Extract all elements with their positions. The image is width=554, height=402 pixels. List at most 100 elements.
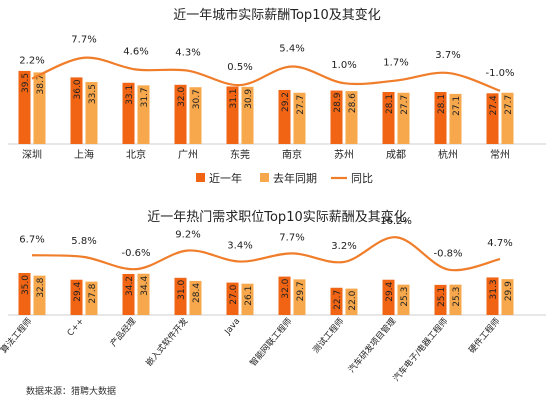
chart2-value-label-previous: 25.3	[400, 287, 410, 307]
chart1-bar-current	[18, 70, 31, 144]
chart1-value-label-current: 39.5	[21, 73, 31, 93]
chart2-category-label: Java	[222, 317, 242, 338]
chart1-category-label: 杭州	[438, 148, 458, 161]
legend-previous-label: 去年同期	[273, 171, 317, 185]
chart2-yoy-label: 6.7%	[19, 234, 44, 245]
chart1-bar-previous	[293, 92, 306, 144]
chart2-bar-previous	[137, 273, 150, 315]
chart2-bar-current	[330, 287, 343, 315]
chart2-title: 近一年热门需求职位Top10实际薪酬及其变化	[147, 209, 406, 225]
chart1-bar-current	[486, 93, 499, 144]
chart2-value-label-previous: 25.3	[452, 287, 462, 307]
chart2-value-label-previous: 29.7	[296, 281, 306, 301]
chart1-yoy-label: 4.3%	[175, 48, 200, 59]
chart2-category-label: 嵌入式软件开发	[144, 315, 191, 368]
chart1-value-label-current: 32.0	[177, 87, 187, 107]
chart2-value-label-current: 25.1	[437, 287, 447, 307]
chart1-yoy-label: 7.7%	[71, 35, 96, 46]
chart1-bar-previous	[137, 85, 150, 144]
chart2-value-label-current: 27.0	[229, 284, 239, 304]
chart2-value-label-current: 22.7	[333, 290, 343, 310]
chart2-value-label-current: 29.4	[73, 281, 83, 301]
chart1-category-label: 上海	[74, 148, 94, 161]
chart2-category-label: 算法工程师	[0, 315, 35, 355]
chart2-category-label: 智能网联工程师	[248, 315, 295, 368]
chart2-category-label: 汽车电子/电器工程师	[391, 315, 451, 383]
chart2-bar-current	[434, 284, 447, 315]
chart2-value-label-current: 31.0	[177, 280, 187, 300]
legend-current-swatch	[196, 173, 205, 182]
chart2-bar-previous	[85, 281, 98, 315]
chart2-bar-current	[122, 273, 135, 315]
chart1-yoy-label: 0.5%	[227, 62, 252, 73]
chart1-bar-previous	[501, 92, 514, 144]
chart2-bar-current	[382, 279, 395, 315]
chart1-yoy-label: 4.6%	[123, 47, 148, 58]
chart1-value-label-current: 28.9	[333, 92, 343, 112]
chart1-category-label: 常州	[490, 148, 510, 161]
chart2-yoy-label: 3.2%	[331, 241, 356, 252]
chart1-bar-previous	[449, 93, 462, 144]
chart1-bar-current	[434, 92, 447, 144]
chart2-value-label-current: 31.3	[489, 279, 499, 299]
chart1-bar-current	[226, 86, 239, 144]
chart1-bar-previous	[85, 82, 98, 144]
chart1-value-label-previous: 38.7	[36, 74, 46, 94]
chart1-value-label-previous: 27.1	[452, 96, 462, 116]
chart2-yoy-label: -0.6%	[121, 248, 150, 259]
chart1-bar-previous	[241, 86, 254, 144]
chart2-bar-previous	[293, 279, 306, 315]
chart1-value-label-previous: 27.7	[296, 95, 306, 115]
chart1-yoy-label: 3.7%	[435, 50, 460, 61]
chart1-value-label-previous: 27.7	[400, 95, 410, 115]
chart2-yoy-label: 3.4%	[227, 241, 252, 252]
chart2-value-label-current: 35.0	[21, 275, 31, 295]
chart1-value-label-previous: 27.7	[504, 95, 514, 115]
chart2-category-label: C++	[66, 317, 87, 339]
chart1-yoy-label: 5.4%	[279, 43, 304, 54]
chart1-value-label-previous: 30.9	[244, 89, 254, 109]
chart2-bar-previous	[33, 275, 46, 315]
chart2-value-label-current: 29.4	[385, 281, 395, 301]
chart2-yoy-label: 5.8%	[71, 236, 96, 247]
chart1-value-label-previous: 28.6	[348, 93, 358, 113]
chart2-yoy-label: -0.8%	[433, 249, 462, 260]
chart1-category-label: 东莞	[230, 148, 250, 161]
chart1-value-label-current: 36.0	[73, 79, 83, 99]
chart1-category-label: 南京	[282, 148, 302, 161]
chart1-title: 近一年城市实际薪酬Top10及其变化	[173, 7, 380, 23]
chart2-bar-current	[70, 279, 83, 315]
chart2-yoy-label: 7.7%	[279, 232, 304, 243]
chart1-value-label-current: 31.1	[229, 88, 239, 108]
chart1-value-label-current: 27.4	[489, 95, 499, 115]
legend-yoy-label: 同比	[351, 172, 373, 185]
legend-current-label: 近一年	[209, 171, 242, 185]
chart2-bar-previous	[449, 284, 462, 315]
chart2-bar-previous	[501, 279, 514, 315]
chart2-yoy-label: 4.7%	[487, 238, 512, 249]
chart1-value-label-previous: 31.7	[140, 87, 150, 107]
chart1-bar-current	[122, 82, 135, 144]
chart1-bar-current	[174, 84, 187, 144]
chart2-value-label-current: 32.0	[281, 278, 291, 298]
chart2-value-label-previous: 27.8	[88, 283, 98, 303]
chart2-category-label: 测试工程师	[311, 315, 347, 355]
chart1-value-label-previous: 33.5	[88, 84, 98, 104]
chart2-bar-previous	[189, 280, 202, 315]
chart1-category-label: 北京	[126, 148, 146, 161]
chart1-bar-current	[278, 89, 291, 144]
chart1-yoy-label: 1.7%	[383, 58, 408, 69]
chart1-bar-previous	[33, 72, 46, 144]
chart2-yoy-label: 16.2%	[380, 216, 412, 227]
chart2-bar-current	[486, 277, 499, 315]
chart2-category-label: 产品经理	[108, 315, 139, 348]
chart1-category-label: 苏州	[334, 148, 354, 161]
legend-previous-swatch	[260, 173, 269, 182]
chart2-yoy-line	[31, 236, 501, 272]
chart1-yoy-label: 1.0%	[331, 60, 356, 71]
chart2-bar-current	[226, 282, 239, 315]
data-source-note: 数据来源：猎聘大数据	[26, 387, 117, 397]
chart1-value-label-current: 33.1	[125, 85, 135, 105]
